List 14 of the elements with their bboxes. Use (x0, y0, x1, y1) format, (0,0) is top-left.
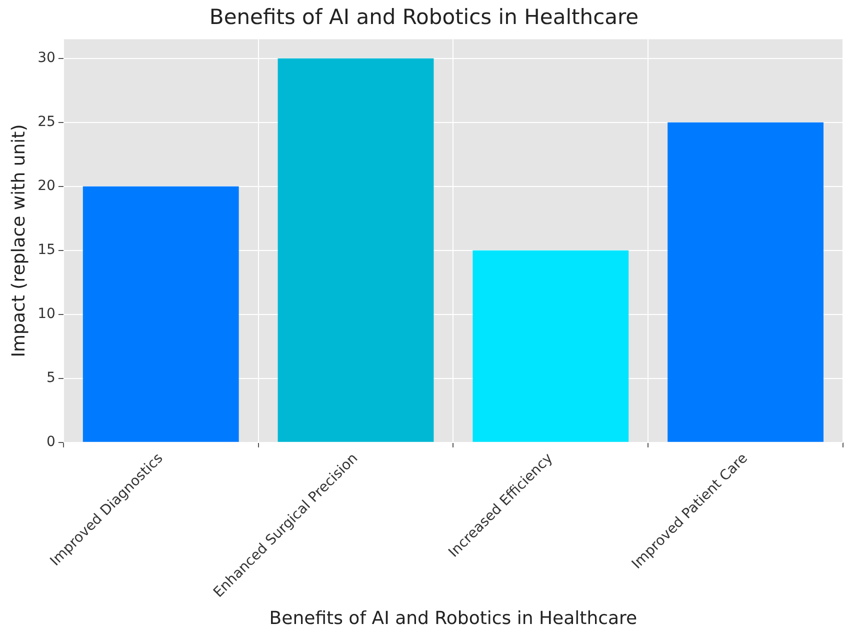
y-tick-label: 0 (46, 434, 56, 450)
bar (278, 58, 434, 442)
y-axis-title: Impact (replace with unit) (8, 124, 30, 358)
y-tick-label: 10 (38, 306, 56, 322)
y-tick-label: 25 (38, 114, 56, 130)
y-tick-label: 15 (38, 242, 56, 258)
y-tick-label: 30 (38, 50, 56, 66)
x-axis-title: Benefits of AI and Robotics in Healthcare (269, 608, 638, 629)
bar (472, 250, 629, 442)
y-tick-label: 20 (38, 178, 56, 194)
bar (668, 122, 824, 442)
y-tick-label: 5 (46, 370, 56, 386)
chart-title: Benefits of AI and Robotics in Healthcare (209, 5, 639, 30)
bar (82, 186, 239, 442)
